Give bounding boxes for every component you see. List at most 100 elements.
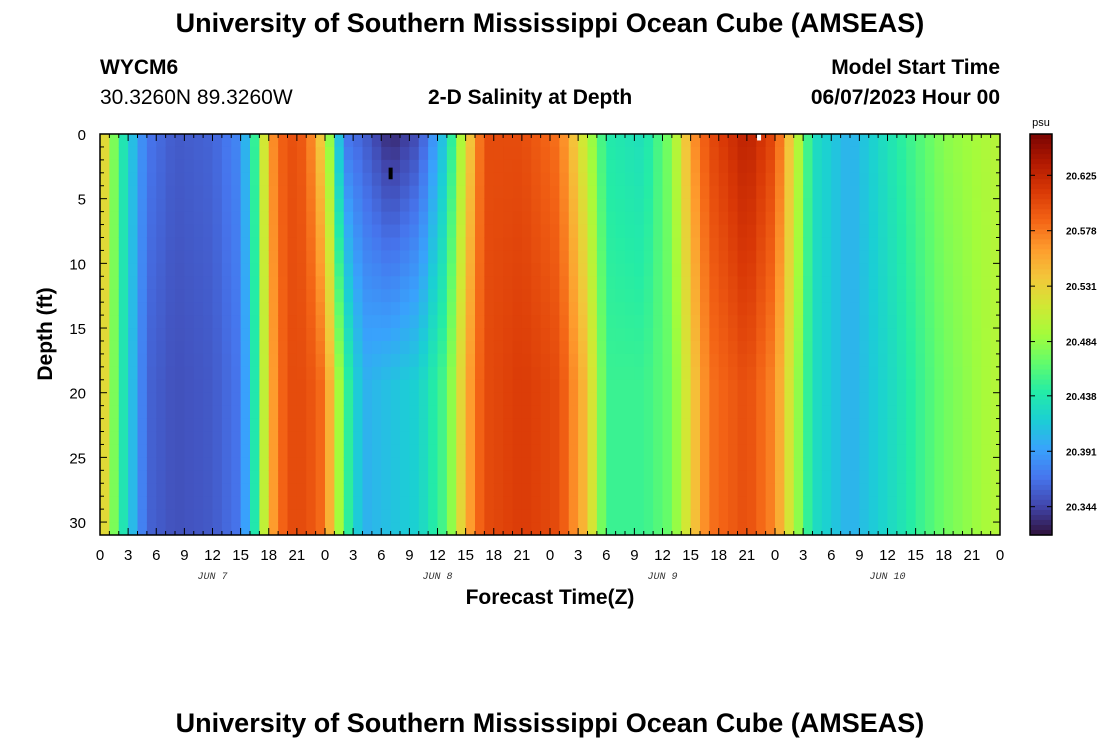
- heatmap-cell: [296, 263, 307, 277]
- heatmap-cell: [100, 276, 110, 290]
- heatmap-cell: [409, 263, 420, 277]
- heatmap-cell: [221, 522, 232, 535]
- heatmap-cell: [418, 315, 429, 329]
- heatmap-cell: [184, 159, 195, 174]
- heatmap-cell: [278, 366, 289, 381]
- heatmap-cell: [540, 328, 551, 342]
- colorbar-tick-label: 20.484: [1066, 338, 1097, 349]
- heatmap-cell: [756, 302, 767, 316]
- heatmap-cell: [812, 522, 823, 535]
- heatmap-cell: [943, 289, 954, 303]
- heatmap-cell: [475, 146, 485, 161]
- heatmap-cell: [550, 483, 560, 497]
- heatmap-cell: [221, 250, 232, 264]
- heatmap-cell: [193, 250, 204, 264]
- heatmap-cell: [250, 159, 260, 174]
- heatmap-cell: [643, 250, 654, 264]
- colorbar-segment: [1030, 489, 1052, 496]
- heatmap-cell: [671, 444, 682, 458]
- heatmap-cell: [756, 444, 767, 458]
- heatmap-cell: [221, 405, 232, 420]
- heatmap-cell: [343, 340, 354, 355]
- heatmap-cell: [559, 146, 570, 161]
- heatmap-cell: [156, 211, 167, 226]
- heatmap-cell: [559, 379, 570, 394]
- heatmap-cell: [128, 237, 139, 252]
- heatmap-cell: [981, 328, 992, 342]
- colorbar-segment: [1030, 424, 1052, 431]
- heatmap-cell: [437, 431, 448, 446]
- heatmap-cell: [484, 250, 495, 264]
- heatmap-cell: [296, 237, 307, 252]
- heatmap-cell: [662, 146, 673, 161]
- heatmap-cell: [578, 172, 589, 187]
- heatmap-cell: [943, 509, 954, 523]
- heatmap-cell: [859, 185, 870, 200]
- heatmap-cell: [287, 224, 298, 239]
- heatmap-cell: [428, 159, 439, 174]
- heatmap-cell: [925, 159, 935, 174]
- heatmap-cell: [371, 457, 382, 471]
- heatmap-cell: [250, 315, 260, 329]
- heatmap-cell: [475, 340, 485, 355]
- heatmap-cell: [906, 405, 917, 420]
- heatmap-cell: [915, 198, 926, 213]
- heatmap-cell: [503, 328, 514, 342]
- heatmap-cell: [784, 276, 795, 290]
- heatmap-cell: [512, 522, 523, 535]
- heatmap-cell: [315, 250, 326, 264]
- heatmap-cell: [887, 289, 898, 303]
- heatmap-cell: [521, 198, 532, 213]
- heatmap-cell: [484, 444, 495, 458]
- heatmap-cell: [221, 185, 232, 200]
- heatmap-cell: [850, 379, 860, 394]
- heatmap-cell: [596, 328, 607, 342]
- heatmap-cell: [390, 146, 401, 161]
- heatmap-cell: [465, 263, 476, 277]
- heatmap-cell: [662, 522, 673, 535]
- heatmap-cell: [493, 457, 504, 471]
- heatmap-cell: [690, 392, 701, 407]
- heatmap-cell: [418, 302, 429, 316]
- heatmap-cell: [118, 276, 129, 290]
- heatmap-cell: [231, 172, 242, 187]
- heatmap-cell: [578, 509, 589, 523]
- heatmap-cell: [175, 509, 185, 523]
- heatmap-cell: [409, 444, 420, 458]
- heatmap-cell: [334, 483, 345, 497]
- colorbar-segment: [1030, 249, 1052, 255]
- heatmap-cell: [971, 276, 982, 290]
- heatmap-cell: [484, 159, 495, 174]
- heatmap-cell: [343, 470, 354, 484]
- heatmap-cell: [381, 509, 392, 523]
- heatmap-cell: [559, 470, 570, 484]
- colorbar-tick-label: 20.578: [1066, 227, 1097, 238]
- heatmap-cell: [343, 237, 354, 252]
- heatmap-cell: [793, 522, 804, 535]
- heatmap-cell: [315, 211, 326, 226]
- heatmap-cell: [203, 418, 214, 433]
- heatmap-cell: [971, 340, 982, 355]
- heatmap-cell: [231, 418, 242, 433]
- heatmap-cell: [268, 328, 279, 342]
- heatmap-cell: [681, 289, 692, 303]
- heatmap-cell: [250, 366, 260, 381]
- heatmap-cell: [700, 379, 710, 394]
- heatmap-cell: [962, 250, 973, 264]
- heatmap-cell: [568, 134, 579, 148]
- heatmap-cell: [634, 159, 645, 174]
- heatmap-cell: [765, 353, 776, 368]
- heatmap-cell: [156, 224, 167, 239]
- heatmap-cell: [559, 185, 570, 200]
- heatmap-cell: [887, 483, 898, 497]
- heatmap-cell: [671, 211, 682, 226]
- heatmap-cell: [418, 483, 429, 497]
- heatmap-cell: [709, 250, 720, 264]
- heatmap-cell: [906, 353, 917, 368]
- heatmap-cell: [962, 302, 973, 316]
- heatmap-cell: [615, 328, 626, 342]
- heatmap-cell: [231, 185, 242, 200]
- heatmap-cell: [925, 289, 935, 303]
- heatmap-cell: [268, 366, 279, 381]
- heatmap-cell: [840, 340, 851, 355]
